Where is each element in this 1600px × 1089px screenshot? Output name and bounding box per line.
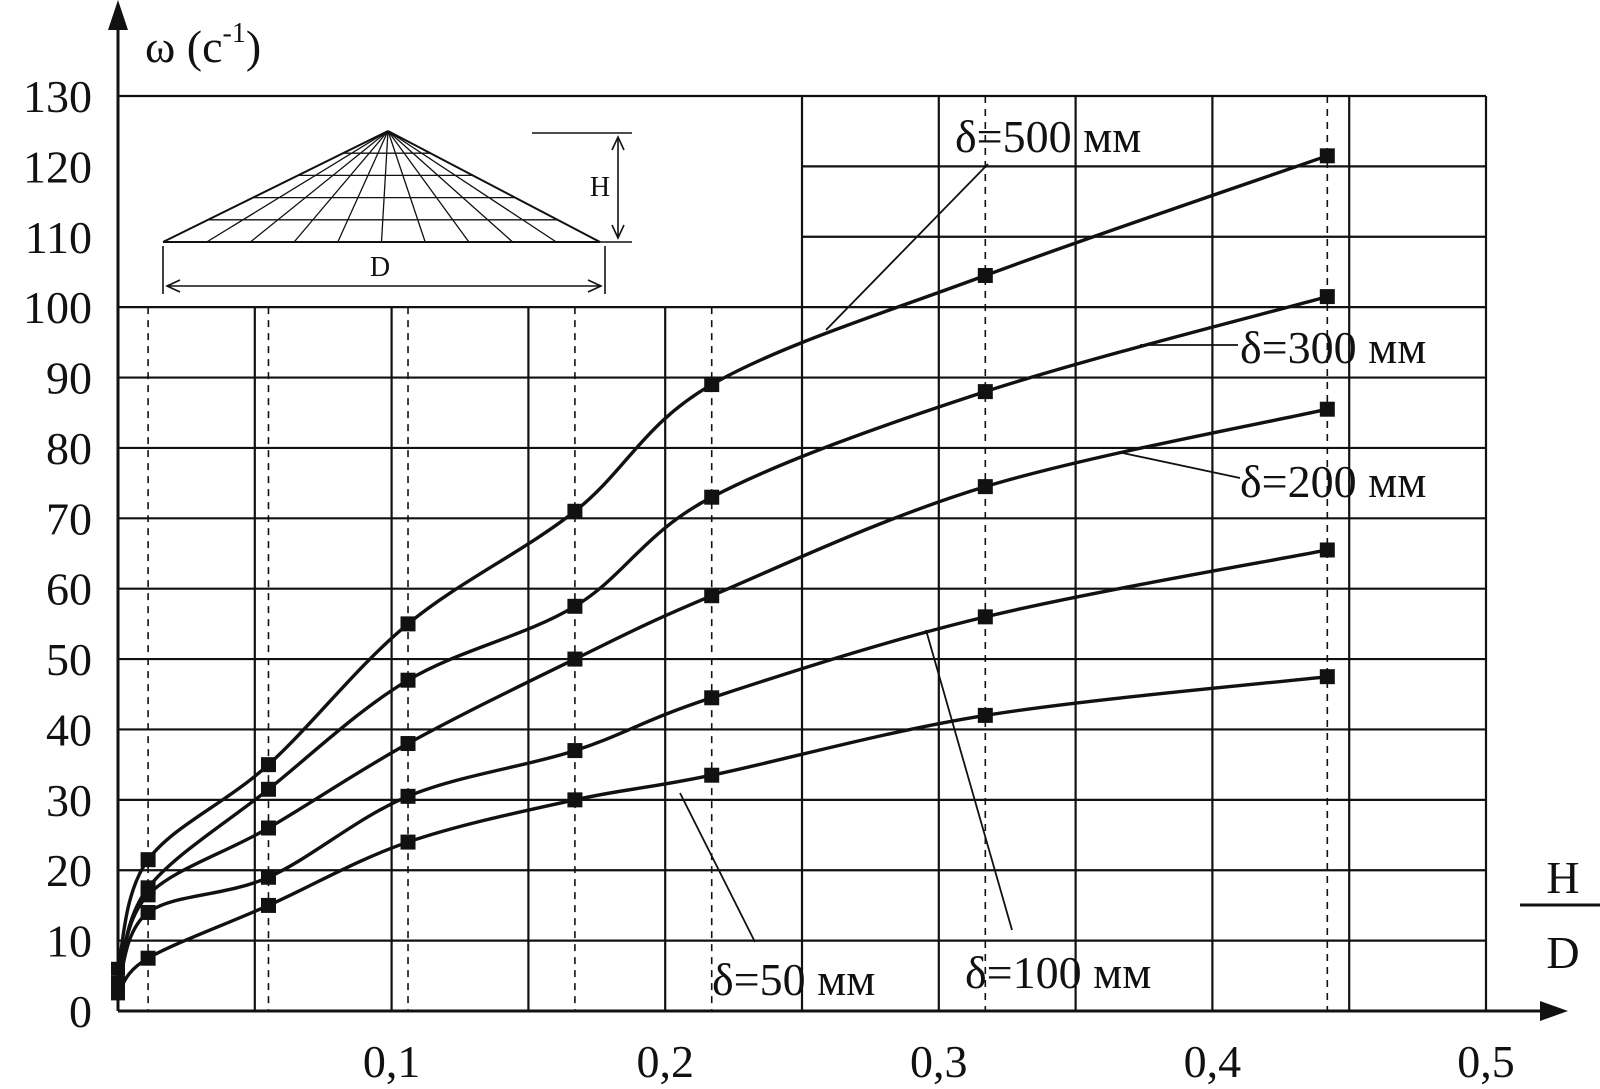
series-label-delta-200: δ=200 мм xyxy=(1240,456,1426,507)
data-point-delta-500 xyxy=(140,852,156,868)
series-label-delta-100: δ=100 мм xyxy=(965,947,1151,998)
data-point-delta-500 xyxy=(567,503,583,519)
cone-radial-line xyxy=(249,130,389,243)
data-point-delta-300 xyxy=(704,489,720,505)
cone-radial-line xyxy=(387,130,514,243)
data-point-delta-200 xyxy=(1319,401,1335,417)
y-tick-label: 30 xyxy=(46,775,92,826)
series-leader-line-delta-50 xyxy=(679,792,756,943)
cone-radial-line xyxy=(293,130,389,243)
data-point-delta-50 xyxy=(977,707,993,723)
labels: 0 10 20 30 40 50 60 70 80 90 100 110 120 130 0,1 0,2 0,3… xyxy=(23,71,1515,1087)
data-point-delta-300 xyxy=(400,672,416,688)
data-point-delta-300 xyxy=(977,384,993,400)
y-axis-title: ω (c-1) xyxy=(145,18,261,72)
x-axis-arrow xyxy=(1540,1001,1568,1021)
data-point-delta-200 xyxy=(140,887,156,903)
y-tick-label: 50 xyxy=(46,634,92,685)
x-axis-title-numerator: H xyxy=(1546,852,1579,903)
cone-edge xyxy=(162,130,389,243)
data-point-delta-100 xyxy=(1319,542,1335,558)
diameter-label: D xyxy=(370,252,390,283)
series-leader-line-delta-500 xyxy=(825,163,989,331)
series-label-delta-50: δ=50 мм xyxy=(712,954,875,1005)
series-leader-line-delta-100 xyxy=(925,629,1013,931)
data-point-delta-100 xyxy=(567,743,583,759)
height-arrow-bottom xyxy=(611,224,625,240)
data-point-delta-300 xyxy=(567,598,583,614)
data-point-delta-100 xyxy=(704,690,720,706)
data-point-delta-500 xyxy=(400,616,416,632)
height-label: H xyxy=(590,172,610,203)
data-point-delta-200 xyxy=(977,479,993,495)
data-point-delta-200 xyxy=(260,820,276,836)
series-label-delta-300: δ=300 мм xyxy=(1240,322,1426,373)
data-point-delta-50 xyxy=(260,897,276,913)
series-line-delta-500 xyxy=(116,154,1328,970)
y-tick-label: 130 xyxy=(23,71,92,122)
data-point-delta-500 xyxy=(1319,148,1335,164)
y-tick-label: 120 xyxy=(23,141,92,192)
data-point-delta-200 xyxy=(400,736,416,752)
data-point-delta-50 xyxy=(140,950,156,966)
diameter-arrow-left xyxy=(165,279,181,293)
cone-radial-line xyxy=(337,130,389,243)
data-point-delta-100 xyxy=(977,609,993,625)
data-point-delta-50 xyxy=(567,792,583,808)
y-tick-label: 90 xyxy=(46,353,92,404)
data-point-delta-300 xyxy=(260,781,276,797)
data-point-delta-200 xyxy=(567,651,583,667)
series-leader-line-delta-200 xyxy=(1117,451,1241,479)
axes xyxy=(108,0,1568,1021)
x-axis-title-denominator: D xyxy=(1546,927,1579,978)
cone-inset-diagram: HD xyxy=(162,130,632,294)
y-tick-label: 40 xyxy=(46,704,92,755)
cone-radial-line xyxy=(387,130,557,243)
x-tick-label: 0,1 xyxy=(363,1036,421,1087)
y-tick-label: 100 xyxy=(23,282,92,333)
y-tick-label: 20 xyxy=(46,845,92,896)
x-tick-label: 0,2 xyxy=(636,1036,694,1087)
y-tick-label: 70 xyxy=(46,493,92,544)
data-point-delta-500 xyxy=(704,377,720,393)
y-tick-label: 110 xyxy=(25,212,92,263)
x-tick-label: 0,5 xyxy=(1457,1036,1515,1087)
cone-radial-line xyxy=(387,130,470,243)
cone-radial-line xyxy=(206,130,389,243)
y-tick-label: 10 xyxy=(46,916,92,967)
data-point-delta-50 xyxy=(704,767,720,783)
y-tick-label: 80 xyxy=(46,423,92,474)
data-point-delta-200 xyxy=(704,588,720,604)
series-lines xyxy=(111,148,1335,1001)
data-point-delta-500 xyxy=(977,267,993,283)
x-tick-label: 0,4 xyxy=(1184,1036,1242,1087)
y-tick-label: 0 xyxy=(69,986,92,1037)
series-label-delta-500: δ=500 мм xyxy=(955,111,1141,162)
data-point-delta-100 xyxy=(260,869,276,885)
data-point-delta-50 xyxy=(111,986,125,1001)
data-point-delta-300 xyxy=(1319,289,1335,305)
y-axis-arrow xyxy=(108,0,128,30)
y-tick-label: 60 xyxy=(46,564,92,615)
data-point-delta-100 xyxy=(140,904,156,920)
data-point-delta-50 xyxy=(400,834,416,850)
height-arrow-top xyxy=(611,135,625,151)
data-point-delta-100 xyxy=(400,788,416,804)
cone-radial-line xyxy=(380,130,389,243)
diameter-arrow-right xyxy=(587,279,603,293)
x-tick-label: 0,3 xyxy=(910,1036,968,1087)
cone-edge xyxy=(387,130,601,243)
data-point-delta-50 xyxy=(1319,669,1335,685)
cone-radial-line xyxy=(387,130,426,243)
data-point-delta-500 xyxy=(260,757,276,773)
grid xyxy=(118,94,1488,1011)
